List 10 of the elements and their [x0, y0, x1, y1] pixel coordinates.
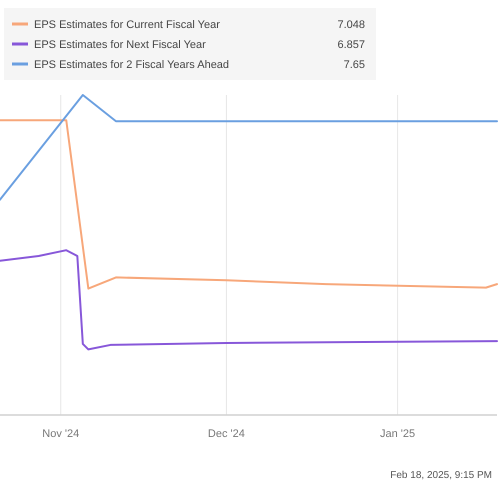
text: 7.048: [337, 19, 365, 31]
text: Feb 18, 2025, 9:15 PM: [390, 470, 492, 481]
text: 7.65: [344, 59, 365, 71]
x-tick-label: Jan '25: [380, 428, 416, 440]
x-tick-label: Nov '24: [42, 428, 80, 440]
x-tick-label: Dec '24: [208, 428, 245, 440]
legend-label: EPS Estimates for Current Fiscal Year: [34, 19, 220, 31]
legend-label: EPS Estimates for Next Fiscal Year: [34, 39, 206, 51]
text: 6.857: [337, 39, 365, 51]
legend-label: EPS Estimates for 2 Fiscal Years Ahead: [34, 59, 230, 71]
